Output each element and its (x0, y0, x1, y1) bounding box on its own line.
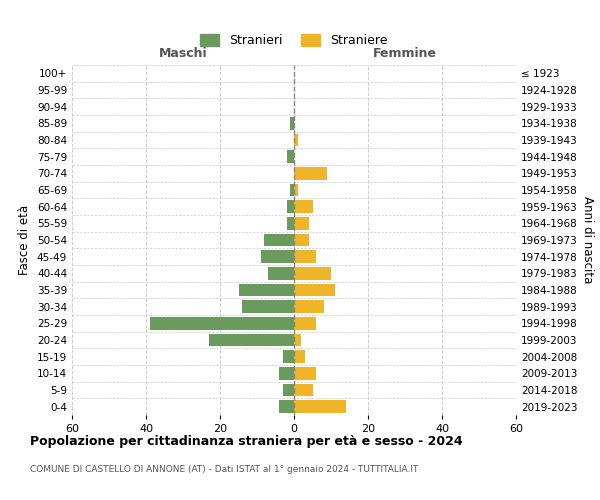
Bar (242, 300, 294, 313)
Bar (294, 134, 298, 146)
Bar (283, 350, 294, 363)
Bar (294, 300, 323, 313)
Text: Femmine: Femmine (373, 47, 437, 60)
Bar (287, 217, 294, 230)
Bar (294, 317, 316, 330)
Bar (150, 317, 294, 330)
Bar (260, 250, 294, 263)
Bar (294, 267, 331, 280)
Bar (265, 234, 294, 246)
Bar (268, 267, 294, 280)
Bar (294, 184, 298, 196)
Bar (294, 400, 346, 413)
Bar (279, 367, 294, 380)
Bar (283, 384, 294, 396)
Bar (294, 250, 316, 263)
Bar (294, 367, 316, 380)
Text: Popolazione per cittadinanza straniera per età e sesso - 2024: Popolazione per cittadinanza straniera p… (30, 435, 463, 448)
Bar (294, 234, 309, 246)
Y-axis label: Fasce di età: Fasce di età (19, 205, 31, 275)
Bar (209, 334, 294, 346)
Bar (287, 150, 294, 163)
Bar (239, 284, 294, 296)
Bar (294, 384, 313, 396)
Bar (294, 334, 301, 346)
Bar (294, 167, 328, 179)
Bar (294, 200, 313, 213)
Bar (290, 117, 294, 130)
Bar (279, 400, 294, 413)
Bar (294, 284, 335, 296)
Text: COMUNE DI CASTELLO DI ANNONE (AT) - Dati ISTAT al 1° gennaio 2024 - TUTTITALIA.I: COMUNE DI CASTELLO DI ANNONE (AT) - Dati… (30, 465, 418, 474)
Bar (287, 200, 294, 213)
Bar (294, 350, 305, 363)
Y-axis label: Anni di nascita: Anni di nascita (581, 196, 594, 284)
Legend: Stranieri, Straniere: Stranieri, Straniere (196, 29, 392, 52)
Bar (294, 217, 309, 230)
Bar (290, 184, 294, 196)
Text: Maschi: Maschi (158, 47, 208, 60)
